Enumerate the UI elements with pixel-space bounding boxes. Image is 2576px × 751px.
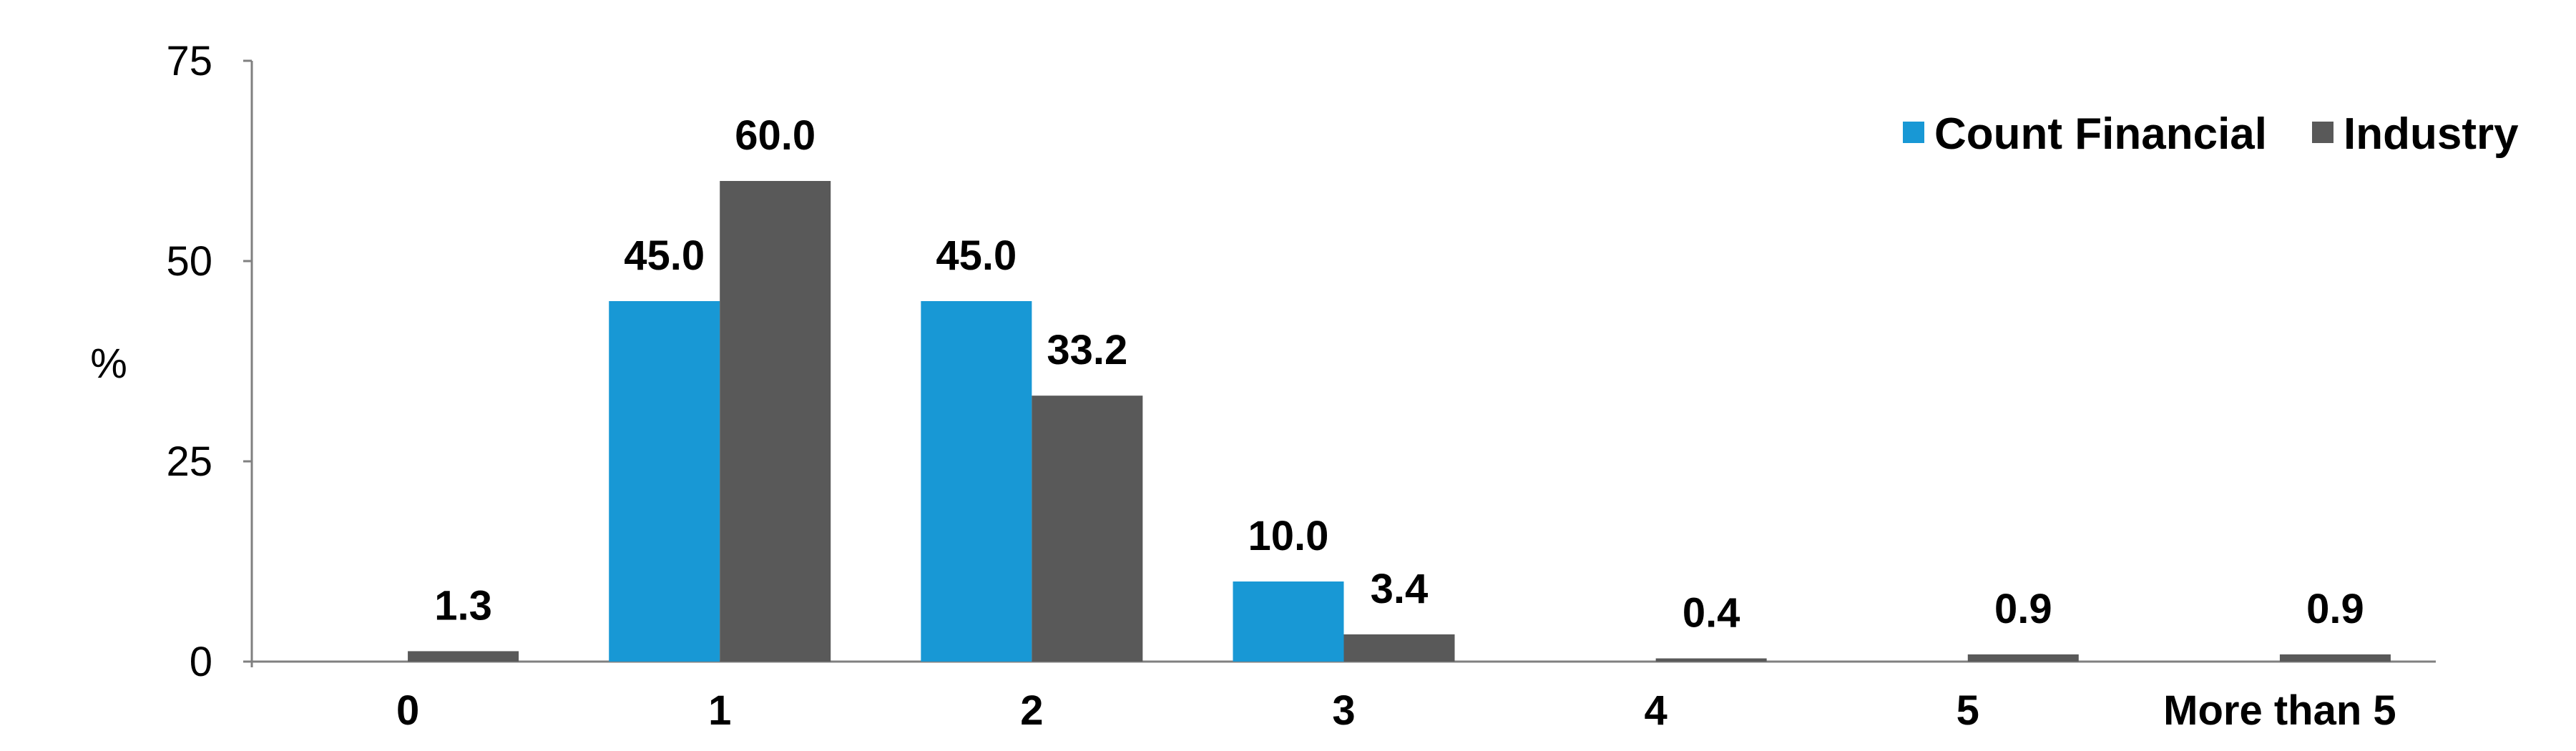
bar-industry xyxy=(408,651,519,662)
data-labels: 1.3 45.0 60.0 45.0 33.2 10.0 3.4 0.4 0.9 0.9 xyxy=(434,112,2364,637)
data-label: 33.2 xyxy=(1047,327,1127,373)
legend-label-count-financial: Count Financial xyxy=(1934,109,2267,159)
data-label: 45.0 xyxy=(624,232,705,279)
x-tick-label: 0 xyxy=(396,687,419,734)
legend: Count Financial Industry xyxy=(1903,109,2519,159)
x-tick-label: 2 xyxy=(1020,687,1043,734)
bar-industry xyxy=(720,181,831,662)
x-tick-label: 5 xyxy=(1957,687,1979,734)
bar-count-financial xyxy=(1233,581,1344,662)
axes: 0 25 50 75 0 1 2 3 4 5 More than 5 xyxy=(166,38,2436,734)
x-tick-label: 3 xyxy=(1332,687,1355,734)
bar-count-financial xyxy=(921,301,1032,662)
y-axis-title: % xyxy=(90,340,127,387)
legend-label-industry: Industry xyxy=(2344,109,2519,159)
bar-industry xyxy=(1655,658,1767,662)
y-tick-label: 25 xyxy=(166,438,212,485)
bar-industry xyxy=(1343,634,1455,662)
bar-industry xyxy=(1967,654,2079,662)
data-label: 45.0 xyxy=(936,232,1017,279)
data-label: 60.0 xyxy=(735,112,816,159)
bar-industry xyxy=(1032,396,1143,662)
y-tick-label: 50 xyxy=(166,238,212,285)
legend-swatch-industry xyxy=(2312,122,2333,143)
y-tick-label: 0 xyxy=(190,639,212,685)
data-label: 10.0 xyxy=(1248,513,1329,559)
bars xyxy=(408,181,2391,662)
data-label: 0.4 xyxy=(1683,590,1740,637)
x-tick-label: More than 5 xyxy=(2163,687,2396,734)
x-tick-label: 1 xyxy=(708,687,731,734)
legend-swatch-count-financial xyxy=(1903,122,1924,143)
data-label: 0.9 xyxy=(2306,586,2364,632)
y-tick-label: 75 xyxy=(166,38,212,84)
x-tick-label: 4 xyxy=(1645,687,1667,734)
data-label: 0.9 xyxy=(1994,586,2052,632)
data-label: 1.3 xyxy=(434,582,492,629)
y-axis-title-group: % xyxy=(90,340,127,387)
data-label: 3.4 xyxy=(1371,566,1429,612)
bar-count-financial xyxy=(609,301,720,662)
bar-industry xyxy=(2279,654,2391,662)
